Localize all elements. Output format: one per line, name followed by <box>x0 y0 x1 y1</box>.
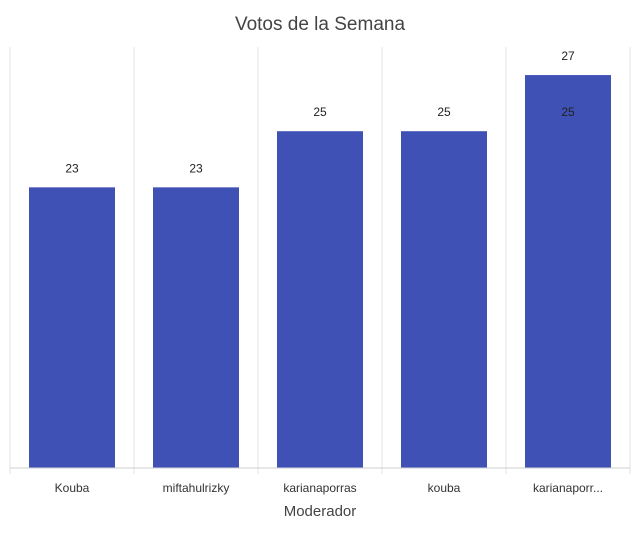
bar <box>277 131 363 468</box>
x-tick-label: karianaporr... <box>533 481 603 495</box>
grid <box>9 47 631 474</box>
x-tick-label: karianaporras <box>283 481 356 495</box>
bar <box>29 187 115 469</box>
x-axis-label: Moderador <box>284 503 357 520</box>
x-tick-label: Kouba <box>55 481 90 495</box>
chart-title: Votos de la Semana <box>235 14 405 35</box>
bar <box>401 131 487 468</box>
data-label: 25 <box>313 105 327 119</box>
data-labels: 23 23 25 25 27 25 <box>65 49 575 175</box>
data-label: 25 <box>561 105 575 119</box>
bar <box>525 75 611 469</box>
bars <box>29 75 611 469</box>
x-axis-ticks: Kouba miftahulrizky karianaporras kouba kari… <box>55 481 603 495</box>
data-label: 23 <box>189 161 203 175</box>
data-label: 27 <box>561 49 575 63</box>
data-label: 23 <box>65 161 79 175</box>
data-label: 25 <box>437 105 451 119</box>
x-tick-label: kouba <box>428 481 461 495</box>
x-tick-label: miftahulrizky <box>163 481 230 495</box>
bar <box>153 187 239 469</box>
